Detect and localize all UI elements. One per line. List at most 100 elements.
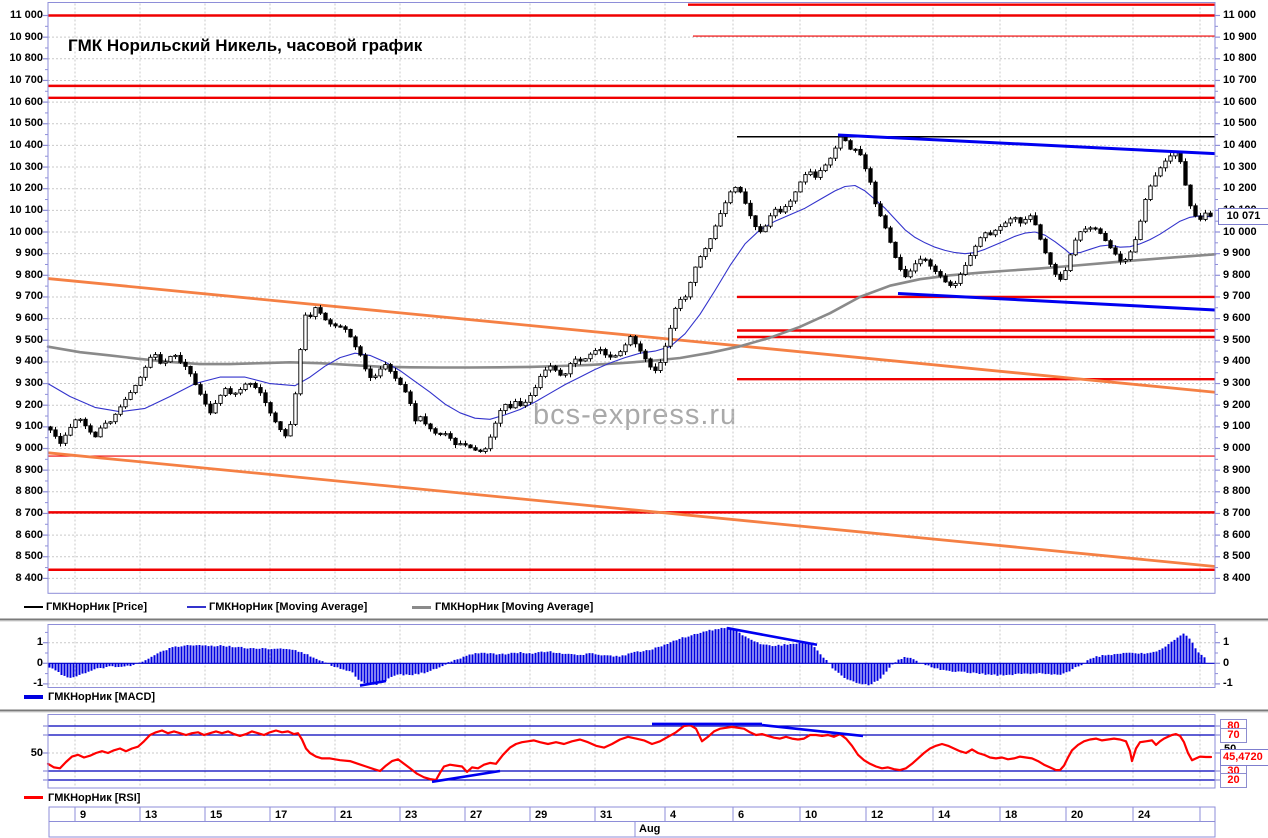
y-axis-label-left: 8 500 bbox=[15, 550, 43, 563]
x-axis-month-label: Aug bbox=[639, 823, 661, 835]
y-axis-label-right: 9 500 bbox=[1223, 333, 1251, 346]
y-axis-label-right: 11 000 bbox=[1223, 9, 1257, 21]
legend-ma-slow-label: ГМКНорНик [Moving Average] bbox=[435, 601, 594, 613]
y-axis-label-left: 11 000 bbox=[9, 9, 43, 21]
y-axis-label-left: 10 200 bbox=[9, 182, 43, 195]
x-axis-day-label: 4 bbox=[670, 808, 677, 821]
y-axis-label-left: 9 100 bbox=[15, 420, 43, 433]
y-axis-label-left: 10 800 bbox=[9, 52, 43, 65]
y-axis-label-right: 10 000 bbox=[1223, 225, 1257, 238]
legend-ma-fast: ГМКНорНик [Moving Average] bbox=[187, 601, 417, 614]
y-axis-label-right: 9 400 bbox=[1223, 355, 1251, 368]
legend-rsi: ГМКНорНик [RSI] bbox=[24, 792, 224, 805]
y-axis-label-right: 10 500 bbox=[1223, 117, 1257, 130]
rsi-value-label: 45,4720 bbox=[1220, 749, 1268, 766]
y-axis-label-left: 9 300 bbox=[15, 377, 43, 390]
y-axis-label-left: 8 900 bbox=[15, 463, 43, 476]
y-axis-label-right: 9 900 bbox=[1223, 247, 1251, 260]
x-axis-day-label: 29 bbox=[535, 808, 548, 821]
y-axis-label-left: 10 100 bbox=[9, 203, 43, 216]
y-axis-label-right: 9 000 bbox=[1223, 442, 1251, 454]
y-axis-label-left: 10 500 bbox=[9, 117, 43, 130]
rsi-level-label-20: 20 bbox=[1220, 772, 1247, 788]
x-axis-day-label: 15 bbox=[210, 808, 223, 821]
rsi-level-label-70: 70 bbox=[1220, 727, 1247, 743]
y-axis-label-left: 9 700 bbox=[15, 290, 43, 303]
y-axis-label-left: 8 700 bbox=[15, 506, 43, 519]
y-axis-label-right: 10 600 bbox=[1223, 95, 1257, 108]
y-axis-label-right: 10 800 bbox=[1223, 52, 1257, 65]
x-axis-day-label: 9 bbox=[80, 808, 87, 821]
x-axis-day-label: 10 bbox=[805, 808, 818, 821]
x-axis-day-label: 27 bbox=[470, 808, 483, 821]
y-axis-label-left: 10 900 bbox=[9, 30, 43, 43]
y-axis-label-left: 9 900 bbox=[15, 247, 43, 260]
y-axis-label-right: 10 300 bbox=[1223, 160, 1257, 173]
macd-line-swatch bbox=[24, 695, 43, 699]
x-axis-day-label: 20 bbox=[1071, 808, 1084, 821]
x-axis-day-label: 18 bbox=[1005, 808, 1018, 821]
y-axis-label-right: 10 900 bbox=[1223, 30, 1257, 43]
macd-axis-label-left: -1 bbox=[33, 677, 43, 690]
rsi-line-swatch bbox=[24, 796, 43, 799]
y-axis-label-right: 8 700 bbox=[1223, 506, 1251, 519]
legend-ma-fast-label: ГМКНорНик [Moving Average] bbox=[209, 601, 368, 613]
legend-macd-label: ГМКНорНик [MACD] bbox=[48, 691, 156, 703]
legend-price: ГМКНорНик [Price] bbox=[24, 601, 184, 614]
legend-price-label: ГМКНорНик [Price] bbox=[46, 601, 147, 613]
y-axis-label-right: 9 200 bbox=[1223, 398, 1251, 411]
y-axis-label-left: 9 800 bbox=[15, 268, 43, 281]
x-axis-day-label: 12 bbox=[871, 808, 884, 821]
watermark: bcs-express.ru bbox=[533, 399, 738, 431]
y-axis-label-right: 9 700 bbox=[1223, 290, 1251, 303]
price-line-swatch bbox=[24, 606, 43, 608]
x-axis-day-label: 21 bbox=[340, 808, 353, 821]
y-axis-label-left: 10 400 bbox=[9, 138, 43, 151]
x-axis-day-label: 17 bbox=[275, 808, 288, 821]
macd-axis-label-right: -1 bbox=[1223, 677, 1233, 690]
y-axis-label-right: 9 300 bbox=[1223, 377, 1251, 390]
y-axis-label-right: 8 400 bbox=[1223, 571, 1251, 584]
y-axis-label-right: 10 700 bbox=[1223, 73, 1257, 86]
rsi-axis-label-left: 50 bbox=[30, 746, 43, 759]
y-axis-label-right: 8 500 bbox=[1223, 550, 1251, 563]
y-axis-label-left: 9 200 bbox=[15, 398, 43, 411]
y-axis-label-left: 10 000 bbox=[9, 225, 43, 238]
y-axis-label-left: 9 600 bbox=[15, 312, 43, 325]
y-axis-label-right: 10 200 bbox=[1223, 182, 1257, 195]
y-axis-label-right: 9 100 bbox=[1223, 420, 1251, 433]
y-axis-label-right: 8 800 bbox=[1223, 485, 1251, 498]
x-axis-day-label: 24 bbox=[1138, 808, 1151, 821]
y-axis-label-right: 8 600 bbox=[1223, 528, 1251, 541]
y-axis-label-left: 8 600 bbox=[15, 528, 43, 541]
x-axis-day-label: 14 bbox=[938, 808, 951, 821]
x-axis-day-label: 6 bbox=[738, 808, 745, 821]
legend-rsi-label: ГМКНорНик [RSI] bbox=[48, 792, 141, 804]
chart-title: ГМК Норильский Никель, часовой график bbox=[68, 36, 423, 55]
ma-slow-line-swatch bbox=[412, 606, 431, 609]
macd-axis-label-left: 1 bbox=[36, 636, 43, 649]
macd-axis-label-right: 0 bbox=[1223, 656, 1230, 669]
y-axis-label-right: 9 600 bbox=[1223, 312, 1251, 325]
ma-fast-line-swatch bbox=[187, 606, 206, 608]
x-axis-day-label: 31 bbox=[600, 808, 613, 821]
macd-axis-label-left: 0 bbox=[36, 656, 43, 669]
legend-macd: ГМКНорНик [MACD] bbox=[24, 691, 224, 704]
macd-axis-label-right: 1 bbox=[1223, 636, 1230, 649]
x-axis-day-label: 23 bbox=[405, 808, 418, 821]
legend-ma-slow: ГМКНорНик [Moving Average] bbox=[412, 601, 642, 614]
y-axis-label-left: 10 600 bbox=[9, 95, 43, 108]
y-axis-label-left: 9 400 bbox=[15, 355, 43, 368]
y-axis-label-right: 9 800 bbox=[1223, 268, 1251, 281]
y-axis-label-left: 10 700 bbox=[9, 73, 43, 86]
y-axis-label-right: 10 400 bbox=[1223, 138, 1257, 151]
y-axis-label-left: 10 300 bbox=[9, 160, 43, 173]
x-axis-day-label: 13 bbox=[145, 808, 158, 821]
y-axis-label-left: 9 500 bbox=[15, 333, 43, 346]
y-axis-label-left: 9 000 bbox=[15, 442, 43, 454]
y-axis-label-right: 8 900 bbox=[1223, 463, 1251, 476]
y-axis-label-left: 8 400 bbox=[15, 571, 43, 584]
y-axis-label-left: 8 800 bbox=[15, 485, 43, 498]
